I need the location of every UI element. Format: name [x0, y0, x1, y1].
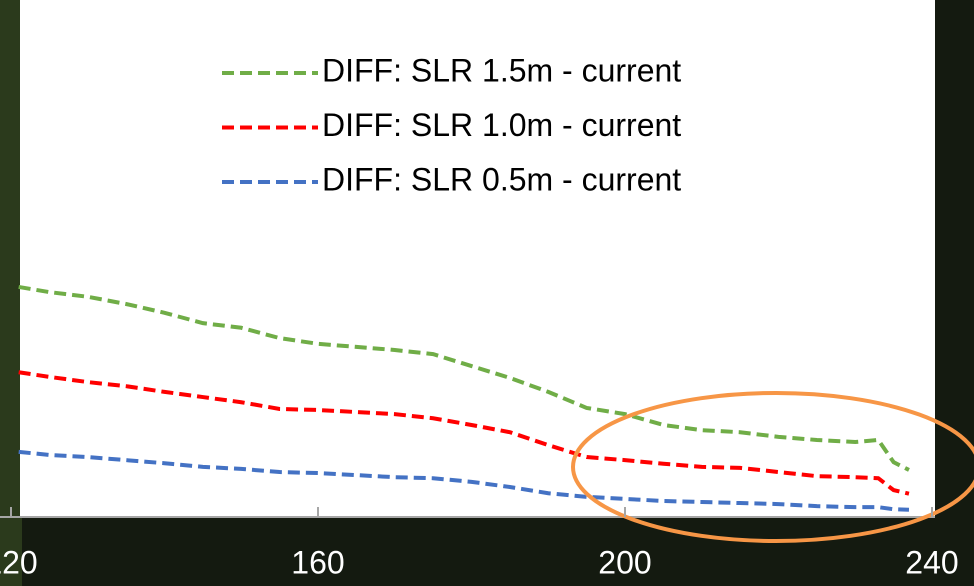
highlight-ellipse — [571, 391, 974, 543]
legend-label: DIFF: SLR 1.0m - current — [322, 107, 681, 143]
background-image — [0, 0, 22, 586]
plot-area — [20, 0, 935, 517]
x-tick-label: 160 — [291, 544, 344, 580]
data-line — [18, 284, 910, 472]
legend-label: DIFF: SLR 0.5m - current — [322, 161, 681, 197]
data-line — [18, 449, 910, 512]
legend-label: DIFF: SLR 1.5m - current — [322, 52, 681, 88]
data-line — [18, 370, 910, 496]
x-tick-label: 200 — [598, 544, 651, 580]
x-tick-label: 240 — [905, 544, 958, 580]
x-tick-label: 120 — [0, 544, 38, 580]
